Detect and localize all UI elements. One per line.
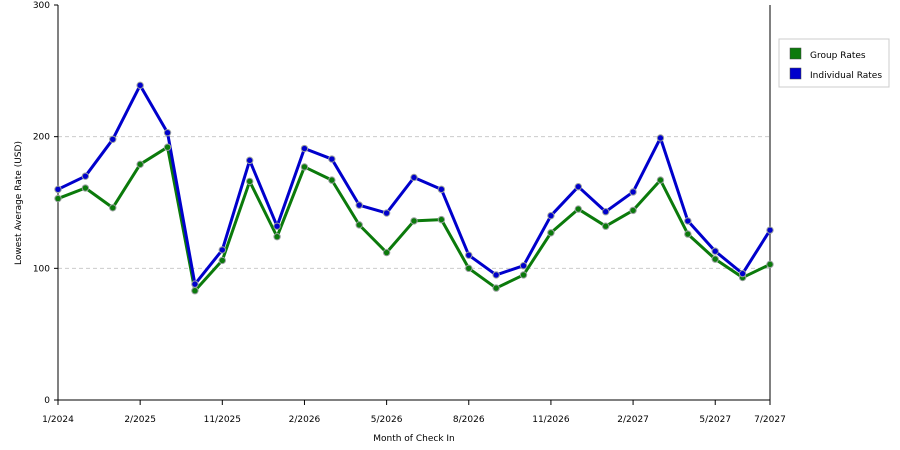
x-tick-label-6: 11/2025 [204, 415, 241, 425]
point-group-rates-16 [492, 284, 500, 292]
y-axis-title: Lowest Average Rate (USD) [14, 141, 24, 265]
axes [54, 4, 771, 405]
point-individual-rates-22 [656, 134, 665, 142]
legend: Group Rates Individual Rates [778, 38, 890, 88]
x-tick-label-21: 2/2027 [617, 415, 649, 425]
point-individual-rates-18 [547, 211, 555, 220]
point-group-rates-6 [218, 256, 227, 265]
data-points [54, 81, 774, 295]
legend-swatch-group-rates [789, 47, 802, 60]
point-group-rates-7 [245, 177, 254, 186]
point-group-rates-17 [519, 271, 528, 279]
x-tick-labels: 1/2024 2/2025 11/2025 2/2026 5/2026 8/2026 11/… [42, 415, 786, 425]
point-individual-rates-24 [711, 247, 719, 255]
point-individual-rates-26 [766, 226, 774, 234]
x-tick-label-24: 5/2027 [699, 415, 731, 425]
point-individual-rates-1 [81, 172, 90, 180]
legend-label-individual-rates: Individual Rates [810, 71, 882, 81]
x-tick-label-18: 11/2026 [532, 415, 570, 425]
point-individual-rates-4 [163, 129, 172, 137]
point-individual-rates-14 [437, 185, 446, 194]
gridlines [58, 136, 770, 269]
y-tick-label-0: 0 [44, 396, 50, 406]
point-individual-rates-17 [519, 262, 528, 270]
x-tick-label-3: 2/2025 [124, 415, 156, 425]
point-individual-rates-5 [191, 280, 199, 288]
point-group-rates-20 [601, 222, 610, 230]
y-tick-labels: 0 100 200 300 [33, 1, 50, 406]
series-lines [57, 83, 772, 293]
point-individual-rates-0 [54, 185, 62, 194]
point-group-rates-24 [711, 255, 719, 263]
point-individual-rates-2 [109, 135, 117, 144]
point-individual-rates-13 [410, 173, 418, 182]
point-individual-rates-6 [218, 246, 227, 254]
point-group-rates-14 [437, 215, 446, 224]
point-individual-rates-12 [382, 209, 391, 217]
point-group-rates-5 [191, 287, 199, 295]
point-group-rates-21 [629, 206, 637, 215]
point-individual-rates-21 [629, 188, 637, 196]
point-group-rates-4 [163, 143, 172, 151]
y-tick-label-100: 100 [33, 264, 50, 274]
point-individual-rates-10 [328, 155, 336, 163]
legend-label-group-rates: Group Rates [810, 51, 866, 61]
point-group-rates-10 [328, 176, 336, 184]
point-group-rates-15 [465, 264, 473, 273]
point-individual-rates-16 [492, 271, 500, 279]
point-individual-rates-8 [273, 222, 281, 230]
x-tick-label-0: 1/2024 [42, 415, 74, 425]
point-individual-rates-15 [465, 251, 473, 259]
point-group-rates-19 [574, 205, 583, 213]
point-group-rates-11 [355, 221, 363, 229]
point-group-rates-0 [54, 194, 62, 203]
point-group-rates-23 [684, 230, 692, 238]
y-tick-label-200: 200 [33, 133, 50, 143]
point-group-rates-8 [273, 233, 281, 241]
point-individual-rates-7 [245, 156, 254, 165]
point-individual-rates-19 [574, 183, 583, 191]
point-individual-rates-25 [738, 269, 747, 278]
point-group-rates-12 [382, 248, 391, 257]
legend-swatch-individual-rates [789, 67, 802, 80]
point-individual-rates-23 [684, 217, 692, 225]
point-individual-rates-9 [300, 144, 309, 153]
x-tick-label-15: 8/2026 [453, 415, 485, 425]
point-group-rates-3 [136, 160, 144, 169]
point-group-rates-22 [656, 176, 665, 184]
point-individual-rates-11 [355, 201, 363, 209]
x-tick-label-9: 2/2026 [289, 415, 321, 425]
y-tick-label-300: 300 [33, 1, 50, 11]
point-group-rates-9 [300, 163, 309, 171]
point-group-rates-18 [547, 229, 555, 237]
point-individual-rates-20 [601, 208, 610, 216]
point-group-rates-26 [766, 260, 774, 269]
point-group-rates-1 [81, 184, 90, 192]
x-tick-label-26: 7/2027 [754, 415, 786, 425]
x-axis-title: Month of Check In [373, 434, 455, 444]
point-group-rates-13 [410, 217, 418, 225]
point-individual-rates-3 [136, 81, 144, 90]
point-group-rates-2 [109, 204, 117, 212]
x-tick-label-12: 5/2026 [371, 415, 403, 425]
